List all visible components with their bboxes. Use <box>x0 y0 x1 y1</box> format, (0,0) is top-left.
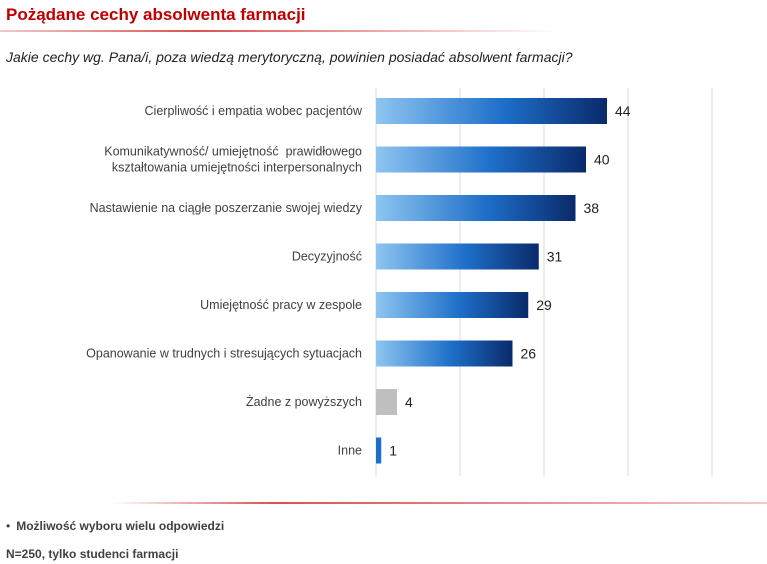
data-label: 1 <box>389 443 397 459</box>
category-label: kształtowania umiejętności interpersonal… <box>112 161 362 175</box>
bar <box>376 243 539 270</box>
footnote-text: Możliwość wyboru wielu odpowiedzi <box>16 519 225 533</box>
data-label: 29 <box>536 297 552 313</box>
sample-size-note: N=250, tylko studenci farmacji <box>6 547 179 561</box>
category-label: Opanowanie w trudnych i stresujących syt… <box>86 347 362 361</box>
data-label: 31 <box>547 249 563 265</box>
data-label: 26 <box>521 346 537 362</box>
data-label: 38 <box>584 200 600 216</box>
bar <box>376 340 513 367</box>
data-label: 40 <box>594 152 610 168</box>
category-label: Decyzyjność <box>292 250 362 264</box>
bar <box>376 437 382 464</box>
data-label: 4 <box>405 394 413 410</box>
bar <box>376 146 586 173</box>
title-underline <box>0 30 560 32</box>
category-label: Inne <box>338 444 362 458</box>
bar <box>376 389 397 415</box>
bar <box>376 292 529 318</box>
data-label: 44 <box>615 103 631 119</box>
chart-subtitle: Jakie cechy wg. Pana/i, poza wiedzą mery… <box>6 49 573 65</box>
category-label: Nastawienie na ciągłe poszerzanie swojej… <box>90 201 363 215</box>
footnote-bullet: • <box>6 519 11 533</box>
chart-title: Pożądane cechy absolwenta farmacji <box>6 5 306 24</box>
category-label: Cierpliwość i empatia wobec pacjentów <box>145 104 363 118</box>
category-label: Umiejętność pracy w zespole <box>200 298 362 312</box>
category-label: Komunikatywność/ umiejętność prawidłoweg… <box>104 145 362 159</box>
bottom-rule <box>110 502 767 504</box>
category-label: Żadne z powyższych <box>246 395 362 409</box>
footnote: • Możliwość wyboru wielu odpowiedzi <box>6 519 224 533</box>
bar <box>376 98 607 124</box>
bar <box>376 195 576 221</box>
